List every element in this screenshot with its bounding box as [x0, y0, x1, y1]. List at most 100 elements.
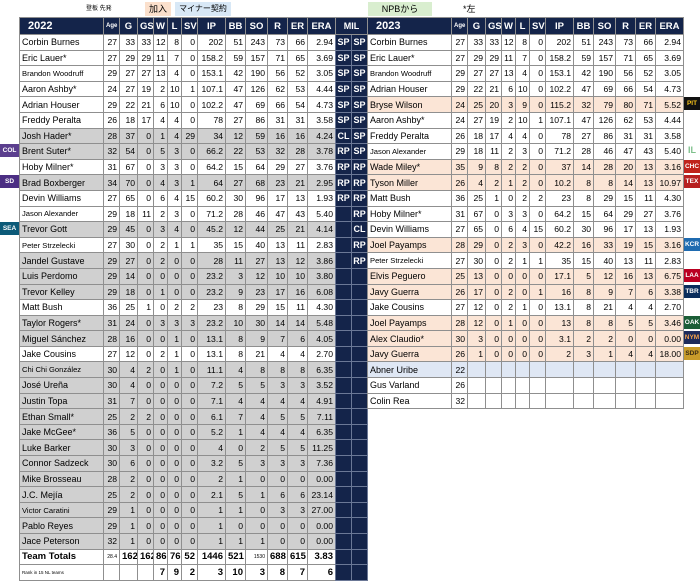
- cell-g: [467, 392, 486, 410]
- rank-l: 9: [167, 564, 182, 581]
- cell-g: 14: [119, 267, 138, 285]
- cell-gs: 27: [137, 65, 154, 82]
- cell-g: 29: [467, 49, 486, 67]
- cell-name: Luke Barker: [19, 439, 104, 457]
- cell-era: 3.80: [307, 267, 336, 285]
- cell-name: Hoby Milner*: [19, 158, 104, 176]
- pitcher-row: Tyson Miller 26 4 2 1 2 0 10.2 8 8 14 13 10.97: [367, 174, 684, 191]
- cell-age: 32: [103, 143, 120, 160]
- role-2023: [351, 564, 368, 581]
- pitcher-row: Gus Varland 26: [367, 377, 684, 394]
- header-r: R: [615, 17, 636, 35]
- cell-l: [515, 392, 530, 410]
- cell-r: 29: [615, 205, 636, 223]
- cell-l: 9: [515, 96, 530, 113]
- cell-age: 36: [103, 423, 120, 441]
- cell-era: 3.86: [307, 252, 336, 269]
- cell-name: Joel Payamps: [367, 236, 452, 254]
- cell-g: 27: [467, 111, 486, 129]
- cell-gs: 0: [137, 314, 154, 332]
- cell-g: 16: [119, 330, 138, 347]
- cell-sv: 29: [181, 127, 198, 145]
- cell-r: 4: [267, 423, 288, 441]
- cell-ip: [545, 377, 574, 394]
- cell-l: 0: [515, 345, 530, 363]
- cell-gs: 21: [485, 80, 502, 98]
- cell-ip: 5.2: [197, 423, 226, 441]
- cell-so: 3: [245, 455, 268, 472]
- cell-l: 2: [515, 158, 530, 176]
- role-2023: SP: [351, 143, 368, 160]
- mil-role-row: SP SP: [335, 65, 368, 82]
- role-2022: [335, 330, 352, 347]
- cell-er: 54: [287, 96, 308, 113]
- header-row: 2023 Age G GS W L SV IP BB SO R ER ERA: [367, 17, 684, 35]
- mil-role-row: [335, 330, 368, 347]
- cell-l: 0: [167, 517, 182, 534]
- cell-l: 2: [515, 174, 530, 191]
- cell-sv: 0: [181, 377, 198, 394]
- cell-er: 71: [635, 96, 656, 113]
- cell-ip: 7.2: [197, 377, 226, 394]
- cell-gs: 27: [485, 65, 502, 82]
- cell-sv: 3: [181, 314, 198, 332]
- cell-bb: 51: [225, 34, 246, 51]
- mil-role-row: [335, 517, 368, 534]
- role-2023: RP: [351, 158, 368, 176]
- header-bb: BB: [225, 17, 246, 35]
- cell-era: 18.00: [655, 345, 684, 363]
- header-row: 2022 Age G GS W L SV IP BB SO R ER ERA: [19, 17, 336, 35]
- cell-gs: 0: [137, 189, 154, 207]
- cell-name: Corbin Burnes: [19, 34, 104, 51]
- pitcher-row: Ethan Small* 25 2 2 0 0 0 6.1 7 4 5 5 7.11: [19, 408, 336, 425]
- cell-bb: 5: [225, 377, 246, 394]
- cell-w: 0: [153, 267, 168, 285]
- mil-role-row: [335, 267, 368, 285]
- total-so: 1530: [245, 548, 268, 566]
- cell-era: 3.46: [655, 314, 684, 332]
- rank-sv: 2: [181, 564, 198, 581]
- role-2023: [351, 361, 368, 379]
- mil-role-row: RP RP: [335, 174, 368, 191]
- cell-r: 71: [615, 49, 636, 67]
- cell-w: 0: [153, 423, 168, 441]
- cell-l: 3: [167, 205, 182, 223]
- cell-era: 3.69: [307, 49, 336, 67]
- cell-g: [467, 361, 486, 379]
- cell-so: 68: [245, 174, 268, 191]
- cell-so: 190: [593, 65, 616, 82]
- cell-age: 30: [103, 455, 120, 472]
- cell-ip: 3.2: [197, 455, 226, 472]
- pitcher-row: Joel Payamps 28 12 0 1 0 0 13 8 8 5 5 3.46: [367, 314, 684, 332]
- cell-l: 4: [167, 189, 182, 207]
- cell-so: 46: [593, 143, 616, 160]
- cell-bb: 27: [573, 127, 594, 145]
- cell-name: Matt Bush: [19, 299, 104, 316]
- cell-sv: 0: [529, 205, 546, 223]
- cell-bb: 32: [573, 96, 594, 113]
- cell-gs: 0: [485, 283, 502, 301]
- cell-ip: 7.1: [197, 392, 226, 410]
- cell-r: 0: [267, 533, 288, 550]
- cell-so: 53: [245, 143, 268, 160]
- cell-sv: 0: [181, 408, 198, 425]
- cell-gs: 0: [137, 127, 154, 145]
- cell-g: 2: [119, 470, 138, 488]
- cell-w: 6: [153, 189, 168, 207]
- role-2022: SP: [335, 111, 352, 129]
- cell-er: [635, 377, 656, 394]
- cell-era: 6.75: [655, 267, 684, 285]
- cell-bb: 1: [225, 423, 246, 441]
- cell-age: 29: [103, 501, 120, 519]
- cell-ip: 23.2: [197, 283, 226, 301]
- cell-bb: 14: [573, 158, 594, 176]
- pitcher-row: Luis Perdomo 29 14 0 0 0 0 23.2 3 12 10 10 3.80: [19, 267, 336, 285]
- cell-sv: 0: [181, 392, 198, 410]
- cell-sv: [529, 361, 546, 379]
- team-tag: TEX: [684, 175, 700, 189]
- role-2023: [351, 439, 368, 457]
- cell-w: 2: [153, 205, 168, 223]
- cell-w: 2: [501, 111, 516, 129]
- cell-sv: 0: [181, 96, 198, 113]
- cell-sv: 0: [529, 174, 546, 191]
